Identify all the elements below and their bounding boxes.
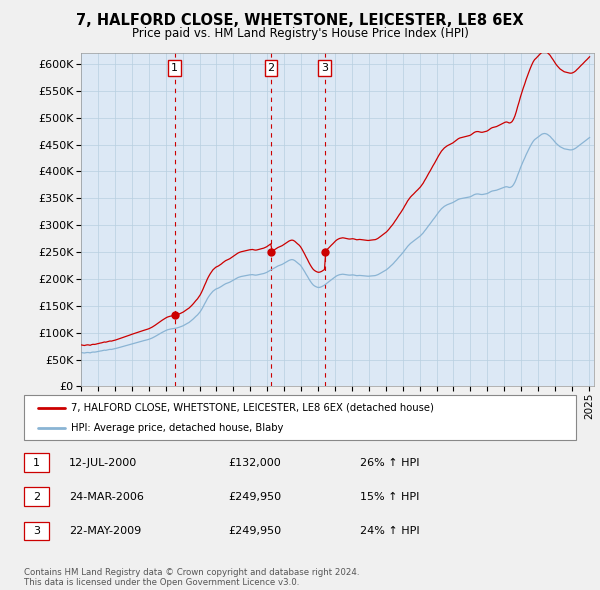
Text: 24-MAR-2006: 24-MAR-2006 [69, 492, 144, 502]
Text: Price paid vs. HM Land Registry's House Price Index (HPI): Price paid vs. HM Land Registry's House … [131, 27, 469, 40]
Text: 7, HALFORD CLOSE, WHETSTONE, LEICESTER, LE8 6EX (detached house): 7, HALFORD CLOSE, WHETSTONE, LEICESTER, … [71, 403, 434, 412]
Text: 12-JUL-2000: 12-JUL-2000 [69, 458, 137, 467]
Text: 1: 1 [171, 63, 178, 73]
Text: 3: 3 [321, 63, 328, 73]
Text: £132,000: £132,000 [228, 458, 281, 467]
Text: 2: 2 [268, 63, 275, 73]
Text: £249,950: £249,950 [228, 492, 281, 502]
Text: 1: 1 [33, 458, 40, 467]
Text: 3: 3 [33, 526, 40, 536]
Text: 22-MAY-2009: 22-MAY-2009 [69, 526, 141, 536]
Text: 24% ↑ HPI: 24% ↑ HPI [360, 526, 419, 536]
Text: 7, HALFORD CLOSE, WHETSTONE, LEICESTER, LE8 6EX: 7, HALFORD CLOSE, WHETSTONE, LEICESTER, … [76, 13, 524, 28]
Text: HPI: Average price, detached house, Blaby: HPI: Average price, detached house, Blab… [71, 424, 283, 434]
Text: Contains HM Land Registry data © Crown copyright and database right 2024.
This d: Contains HM Land Registry data © Crown c… [24, 568, 359, 587]
Text: 15% ↑ HPI: 15% ↑ HPI [360, 492, 419, 502]
Text: £249,950: £249,950 [228, 526, 281, 536]
Text: 2: 2 [33, 492, 40, 502]
Text: 26% ↑ HPI: 26% ↑ HPI [360, 458, 419, 467]
FancyBboxPatch shape [24, 395, 576, 440]
